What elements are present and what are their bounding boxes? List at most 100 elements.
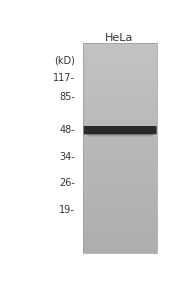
Bar — [83, 107, 157, 108]
Bar — [83, 147, 157, 148]
Bar — [83, 62, 157, 63]
Bar — [83, 90, 157, 91]
Bar — [83, 122, 157, 123]
Bar — [83, 164, 157, 165]
Bar — [83, 103, 157, 104]
Bar — [83, 119, 157, 120]
Bar — [83, 99, 157, 100]
Bar — [83, 105, 157, 106]
Bar — [83, 209, 157, 210]
Bar — [83, 213, 157, 214]
Bar — [83, 185, 157, 186]
Bar — [83, 196, 157, 197]
Bar — [83, 232, 157, 233]
Bar — [83, 219, 157, 220]
Bar — [83, 202, 157, 203]
Bar — [83, 211, 157, 212]
Bar — [83, 187, 157, 188]
Bar — [83, 114, 157, 115]
Bar — [83, 149, 157, 150]
Bar — [83, 207, 157, 208]
Bar — [83, 156, 157, 157]
Bar — [83, 100, 157, 101]
Bar — [83, 243, 157, 244]
Bar — [83, 230, 157, 231]
Text: 85-: 85- — [59, 92, 75, 101]
Bar — [83, 123, 157, 124]
Bar — [83, 84, 157, 85]
Bar — [83, 52, 157, 53]
Bar — [83, 237, 157, 238]
Bar — [83, 168, 157, 169]
Bar — [83, 161, 157, 162]
Bar — [83, 83, 157, 84]
Bar — [83, 129, 157, 130]
Bar — [83, 172, 157, 173]
Bar — [83, 249, 157, 250]
Bar — [83, 141, 157, 142]
Bar — [83, 63, 157, 64]
Bar — [83, 61, 157, 62]
Bar — [83, 102, 157, 103]
Bar — [83, 233, 157, 234]
Bar — [83, 53, 157, 54]
Bar — [83, 133, 157, 134]
Bar — [83, 93, 157, 94]
Bar — [83, 240, 157, 241]
Bar — [83, 229, 157, 230]
Bar — [83, 238, 157, 239]
Bar — [83, 57, 157, 58]
Bar — [83, 193, 157, 194]
Bar — [83, 178, 157, 179]
Bar — [83, 82, 157, 83]
Bar — [83, 184, 157, 185]
Bar — [83, 157, 157, 158]
Bar — [83, 194, 157, 195]
Bar — [83, 87, 157, 88]
Bar — [83, 217, 157, 218]
Bar — [83, 199, 157, 200]
Bar — [83, 96, 157, 97]
Bar — [83, 112, 157, 113]
Bar — [83, 132, 157, 133]
Bar — [83, 224, 157, 225]
Bar — [83, 71, 157, 72]
Bar — [83, 220, 157, 221]
Bar — [83, 190, 157, 191]
Bar — [83, 59, 157, 60]
Bar — [83, 140, 157, 141]
Text: HeLa: HeLa — [105, 33, 133, 43]
Bar — [83, 222, 157, 223]
Bar — [83, 166, 157, 167]
Bar — [83, 49, 157, 50]
Bar — [83, 152, 157, 153]
Bar — [83, 244, 157, 245]
Bar — [83, 88, 157, 89]
Bar — [83, 171, 157, 172]
Bar — [83, 100, 157, 101]
Bar — [83, 214, 157, 215]
Bar — [83, 139, 157, 140]
Bar — [83, 116, 157, 117]
Bar — [83, 89, 157, 90]
Bar — [83, 158, 157, 159]
Bar — [83, 137, 157, 138]
Bar — [83, 120, 157, 121]
Bar — [83, 148, 157, 149]
Bar — [83, 95, 157, 96]
Bar — [83, 160, 157, 161]
Bar — [83, 204, 157, 205]
Bar — [83, 117, 157, 118]
Bar — [83, 75, 157, 76]
Bar — [83, 155, 157, 156]
Bar — [83, 70, 157, 71]
Bar — [83, 143, 157, 144]
Bar — [83, 221, 157, 222]
Bar — [83, 81, 157, 82]
Bar — [83, 130, 157, 131]
Bar — [83, 97, 157, 98]
Bar — [83, 101, 157, 102]
Bar — [83, 46, 157, 47]
Bar — [83, 179, 157, 180]
Bar — [83, 51, 157, 52]
